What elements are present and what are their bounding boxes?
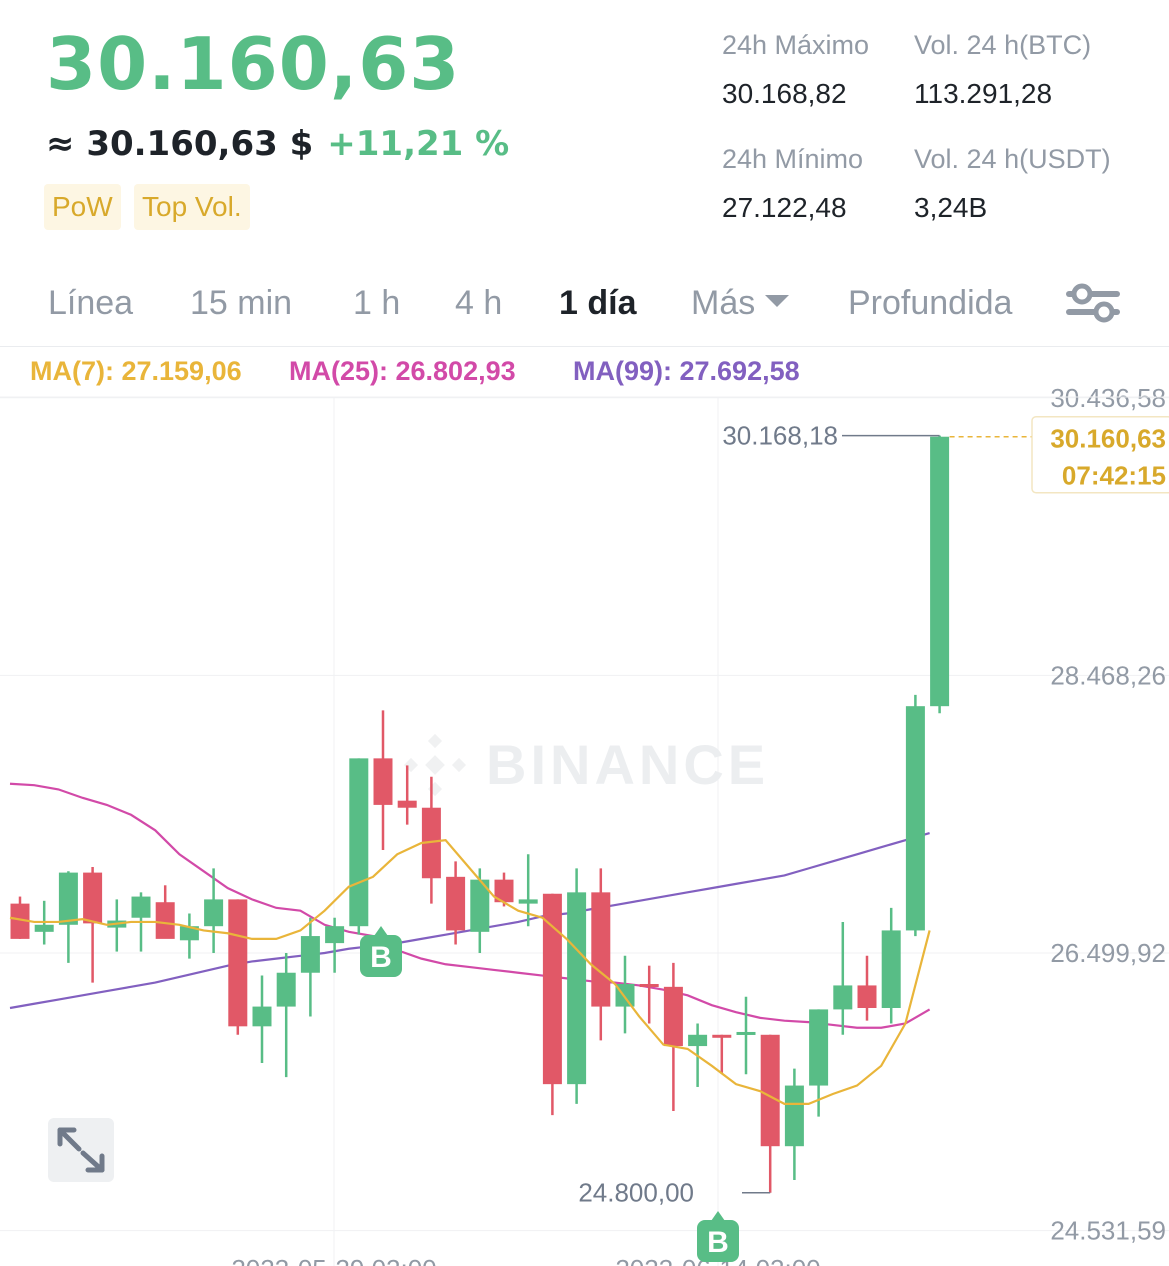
- buy-marker-label: B: [370, 941, 392, 974]
- interval-tabs: Línea 15 min 1 h 4 h 1 día Más Profundid…: [0, 270, 1169, 342]
- tag-top-vol[interactable]: Top Vol.: [134, 184, 250, 230]
- candle-up: [349, 758, 369, 927]
- candle-down: [83, 872, 103, 924]
- countdown-label: 07:42:15: [1062, 461, 1166, 491]
- ma99-legend: MA(99): 27.692,58: [573, 356, 800, 386]
- watermark-text: BINANCE: [486, 733, 769, 796]
- vol-usdt-label: Vol. 24 h(USDT): [914, 144, 1111, 174]
- buy-marker: [360, 935, 402, 977]
- buy-marker: [697, 1220, 739, 1262]
- candle-down: [760, 1034, 780, 1147]
- candle-down: [421, 807, 441, 879]
- last-price: 30.160,63: [46, 22, 461, 106]
- tab-linea[interactable]: Línea: [48, 284, 134, 322]
- vol-btc-label: Vol. 24 h(BTC): [914, 30, 1092, 60]
- candle-up: [567, 892, 587, 1085]
- candle-up: [809, 1009, 829, 1086]
- candle-down: [494, 879, 514, 903]
- high-marker-label: 30.168,18: [722, 421, 838, 451]
- candle-down: [397, 800, 417, 808]
- ma7-legend: MA(7): 27.159,06: [30, 356, 242, 386]
- buy-marker-pointer: [374, 926, 388, 936]
- candle-up: [58, 872, 78, 925]
- candle-down: [639, 984, 659, 988]
- ma7-line: [9, 839, 931, 1105]
- tabs-divider: [0, 346, 1169, 347]
- tab-mas-label: Más: [691, 284, 756, 322]
- candle-up: [300, 936, 320, 973]
- candle-down: [228, 899, 248, 1027]
- tab-4h[interactable]: 4 h: [455, 284, 503, 322]
- candle-down: [155, 902, 175, 939]
- y-tick-label: 28.468,26: [1050, 660, 1166, 690]
- caret-down-icon: [765, 295, 790, 308]
- candle-up: [905, 706, 925, 931]
- high-24h-label: 24h Máximo: [722, 30, 870, 60]
- candle-up: [204, 899, 224, 927]
- candle-up: [252, 1006, 272, 1027]
- candle-down: [542, 893, 562, 1085]
- low-marker-label: 24.800,00: [578, 1178, 694, 1208]
- candle-up: [881, 930, 901, 1008]
- buy-marker-pointer: [711, 1211, 725, 1221]
- ma99-line: [9, 832, 930, 1010]
- candle-up: [470, 879, 490, 932]
- candle-up: [518, 899, 538, 904]
- ma25-line: [9, 782, 931, 1029]
- candle-up: [34, 924, 54, 932]
- tab-1h[interactable]: 1 h: [353, 284, 401, 322]
- candle-up: [179, 926, 199, 941]
- candle-down: [373, 758, 393, 805]
- candle-up: [784, 1085, 804, 1147]
- x-tick-label: 2023-05-29 02:00: [231, 1254, 436, 1266]
- candle-down: [591, 892, 611, 1007]
- tag-pow[interactable]: PoW: [44, 184, 121, 230]
- expand-button[interactable]: [48, 1118, 114, 1182]
- y-tick-label: 24.531,59: [1050, 1216, 1166, 1246]
- buy-marker-label: B: [707, 1226, 729, 1259]
- low-24h-value: 27.122,48: [722, 192, 847, 223]
- candle-down: [10, 903, 30, 939]
- candle-up: [325, 926, 345, 944]
- current-price-box: [1031, 415, 1169, 494]
- y-tick-label: 30.436,58: [1050, 383, 1166, 413]
- candle-down: [712, 1034, 732, 1038]
- ma25-legend: MA(25): 26.802,93: [289, 356, 516, 386]
- tab-profundidad[interactable]: Profundida: [848, 284, 1013, 322]
- candle-down: [857, 985, 877, 1008]
- expand-icon: [57, 1127, 105, 1173]
- vol-btc-value: 113.291,28: [914, 78, 1053, 109]
- current-price-label: 30.160,63: [1050, 424, 1166, 454]
- low-24h-label: 24h Mínimo: [722, 144, 864, 174]
- candle-up: [930, 436, 950, 707]
- binance-logo-watermark: [403, 733, 467, 797]
- y-tick-label: 26.499,92: [1050, 938, 1166, 968]
- high-24h-value: 30.168,82: [722, 78, 847, 109]
- tab-15min[interactable]: 15 min: [190, 284, 293, 322]
- sliders-icon[interactable]: [1064, 282, 1122, 324]
- candle-up: [276, 972, 296, 1007]
- candle-down: [446, 876, 466, 931]
- change-percent: +11,21 %: [327, 124, 510, 164]
- candle-up: [688, 1034, 708, 1047]
- tab-1dia[interactable]: 1 día: [559, 284, 637, 322]
- candle-down: [663, 986, 683, 1047]
- candle-up: [736, 1031, 756, 1035]
- tab-mas[interactable]: Más: [691, 284, 790, 323]
- approx-price: ≈ 30.160,63 $: [46, 124, 314, 164]
- vol-usdt-value: 3,24B: [914, 192, 988, 223]
- candle-up: [833, 985, 853, 1010]
- candle-up: [131, 896, 151, 918]
- approx-price-line: ≈ 30.160,63 $ +11,21 %: [46, 124, 509, 164]
